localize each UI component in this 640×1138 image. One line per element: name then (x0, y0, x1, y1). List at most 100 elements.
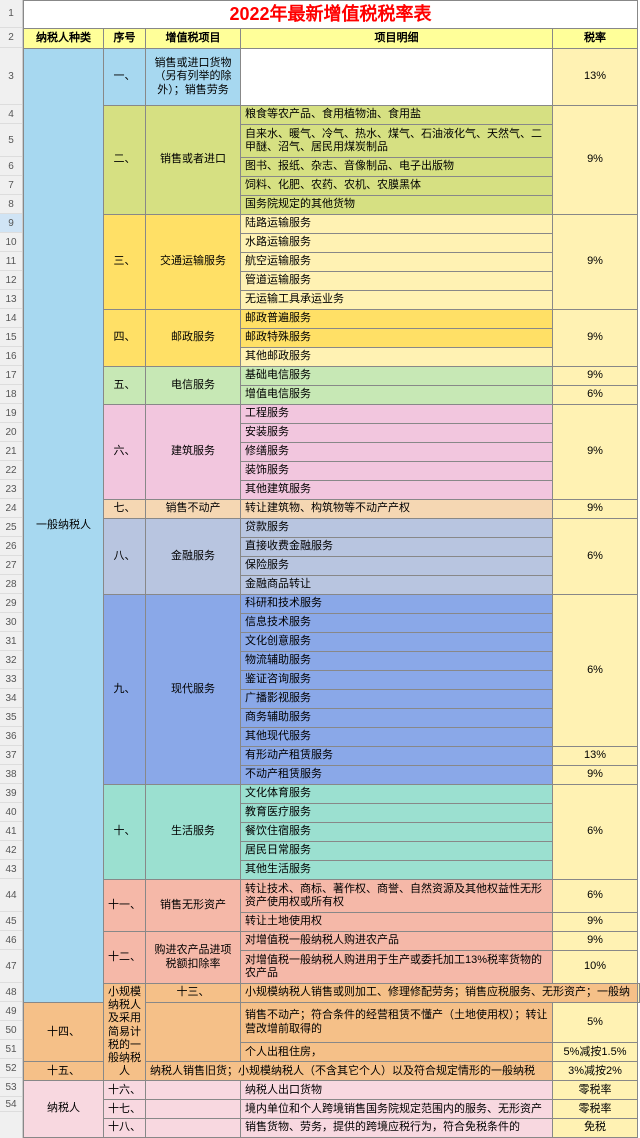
taxpayer-type: 小规模纳税人及采用简易计税的一般纳税人 (104, 984, 146, 1081)
row-number: 24 (0, 499, 22, 518)
row-number: 16 (0, 347, 22, 366)
row-number: 4 (0, 105, 22, 124)
rate-cell: 6% (553, 595, 638, 747)
detail-cell: 国务院规定的其他货物 (241, 196, 553, 215)
row-number: 3 (0, 48, 22, 105)
row-number: 41 (0, 822, 22, 841)
detail-cell: 信息技术服务 (241, 614, 553, 633)
detail-cell: 增值电信服务 (241, 386, 553, 405)
detail-cell: 转让土地使用权 (241, 913, 553, 932)
group-no: 十二、 (104, 932, 146, 984)
row-number: 54 (0, 1097, 22, 1112)
group-no: 六、 (104, 405, 146, 500)
row-number: 38 (0, 765, 22, 784)
row-number: 10 (0, 233, 22, 252)
group-no: 三、 (104, 215, 146, 310)
group-no: 五、 (104, 367, 146, 405)
col-header-detail: 项目明细 (241, 29, 553, 49)
col-header-type: 纳税人种类 (24, 29, 104, 49)
rate-cell: 免税 (553, 1119, 638, 1137)
detail-cell: 陆路运输服务 (241, 215, 553, 234)
detail-cell: 邮政特殊服务 (241, 329, 553, 348)
row-number: 9 (0, 214, 22, 233)
rate-cell: 5% (553, 1003, 638, 1043)
detail-cell: 工程服务 (241, 405, 553, 424)
taxpayer-type: 一般纳税人 (24, 49, 104, 1003)
row-number: 19 (0, 404, 22, 423)
row-number: 11 (0, 252, 22, 271)
row-numbers: 1234567891011121314151617181920212223242… (0, 0, 23, 1138)
detail-cell: 直接收费金融服务 (241, 538, 553, 557)
row-number: 2 (0, 28, 22, 48)
col-header-item: 增值税项目 (146, 29, 241, 49)
group-no: 十一、 (104, 880, 146, 932)
detail-cell: 境内单位和个人跨境销售国务院规定范围内的服务、无形资产 (241, 1100, 553, 1119)
detail-cell: 转让技术、商标、著作权、商誉、自然资源及其他权益性无形资产使用权或所有权 (241, 880, 553, 913)
detail-cell: 转让建筑物、构筑物等不动产产权 (241, 500, 553, 519)
group-item: 销售或进口货物（另有列举的除外）；销售劳务 (146, 49, 241, 106)
rate-cell: 6% (553, 386, 638, 405)
col-header-rate: 税率 (553, 29, 638, 49)
row-number: 30 (0, 613, 22, 632)
group-item: 销售或者进口 (146, 106, 241, 215)
row-number: 35 (0, 708, 22, 727)
detail-cell: 销售货物、劳务，提供的跨境应税行为，符合免税条件的 (241, 1119, 553, 1137)
detail-cell: 销售不动产；符合条件的经营租赁不懂产（土地使用权）；转让营改增前取得的 (241, 1003, 553, 1043)
detail-cell: 航空运输服务 (241, 253, 553, 272)
row-number: 32 (0, 651, 22, 670)
detail-cell: 图书、报纸、杂志、音像制品、电子出版物 (241, 158, 553, 177)
group-item: 建筑服务 (146, 405, 241, 500)
detail-cell: 修缮服务 (241, 443, 553, 462)
group-item: 生活服务 (146, 785, 241, 880)
rate-cell: 3% (638, 984, 640, 1003)
detail-cell: 对增值税一般纳税人购进用于生产或委托加工13%税率货物的农产品 (241, 951, 553, 984)
group-item: 交通运输服务 (146, 215, 241, 310)
detail-cell: 其他建筑服务 (241, 481, 553, 500)
row-number: 47 (0, 950, 22, 983)
group-no: 二、 (104, 106, 146, 215)
spreadsheet: 1234567891011121314151617181920212223242… (0, 0, 640, 1138)
group-no: 十七、 (104, 1100, 146, 1119)
row-number: 7 (0, 176, 22, 195)
rate-cell: 6% (553, 785, 638, 880)
rate-cell: 13% (553, 747, 638, 766)
row-number: 51 (0, 1040, 22, 1059)
group-item: 购进农产品进项税额扣除率 (146, 932, 241, 984)
group-no: 十四、 (24, 1003, 104, 1062)
rate-cell: 10% (553, 951, 638, 984)
row-number: 33 (0, 670, 22, 689)
row-number: 26 (0, 537, 22, 556)
rate-cell: 9% (553, 310, 638, 367)
detail-cell: 饲料、化肥、农药、农机、农膜黑体 (241, 177, 553, 196)
group-item: 金融服务 (146, 519, 241, 595)
detail-cell: 文化创意服务 (241, 633, 553, 652)
row-number: 17 (0, 366, 22, 385)
detail-cell: 其他邮政服务 (241, 348, 553, 367)
row-number: 12 (0, 271, 22, 290)
row-number: 42 (0, 841, 22, 860)
row-number: 14 (0, 309, 22, 328)
detail-cell: 鉴证咨询服务 (241, 671, 553, 690)
detail-cell: 邮政普遍服务 (241, 310, 553, 329)
group-item (146, 1003, 241, 1062)
rate-cell: 3%减按2% (553, 1062, 638, 1081)
detail-cell (241, 49, 553, 106)
group-no: 四、 (104, 310, 146, 367)
table-title: 2022年最新增值税税率表 (24, 1, 638, 29)
group-no: 十八、 (104, 1119, 146, 1137)
row-number: 25 (0, 518, 22, 537)
detail-cell: 广播影视服务 (241, 690, 553, 709)
detail-cell: 贷款服务 (241, 519, 553, 538)
row-number: 40 (0, 803, 22, 822)
group-no: 十五、 (24, 1062, 104, 1081)
detail-cell: 有形动产租赁服务 (241, 747, 553, 766)
rate-cell: 6% (553, 880, 638, 913)
group-item: 邮政服务 (146, 310, 241, 367)
vat-table: 2022年最新增值税税率表纳税人种类序号增值税项目项目明细税率一般纳税人一、销售… (23, 0, 640, 1138)
group-item (146, 1119, 241, 1137)
group-item: 纳税人销售旧货；小规模纳税人（不含其它个人）以及符合规定情形的一般纳税 (146, 1062, 553, 1081)
row-number: 13 (0, 290, 22, 309)
group-no: 八、 (104, 519, 146, 595)
detail-cell: 金融商品转让 (241, 576, 553, 595)
row-number: 6 (0, 157, 22, 176)
